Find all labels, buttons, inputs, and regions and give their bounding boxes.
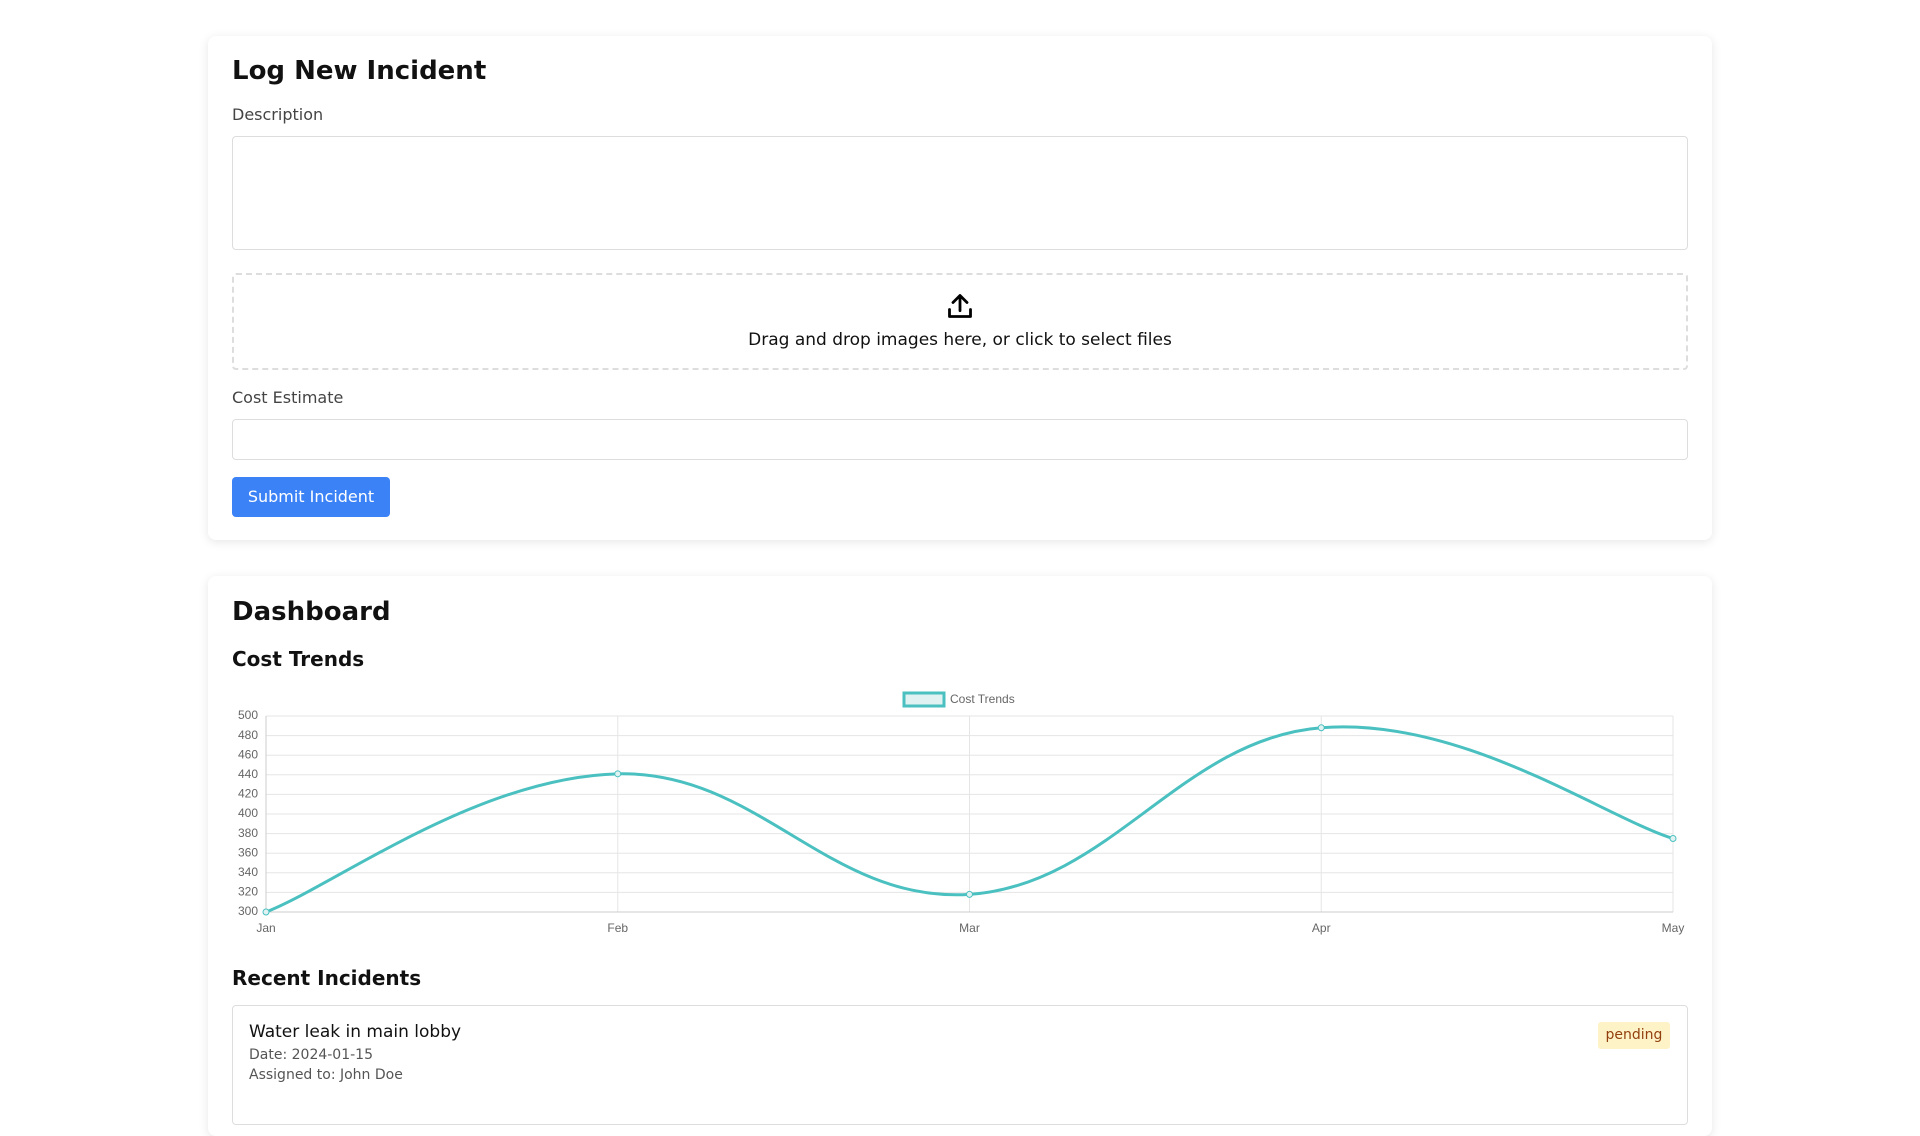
y-tick-label: 380: [238, 826, 258, 840]
x-tick-label: Jan: [256, 921, 275, 935]
upload-icon: [948, 294, 972, 318]
point: [1317, 724, 1325, 732]
y-tick-label: 480: [238, 728, 258, 742]
y-tick-label: 360: [238, 845, 258, 859]
x-tick-label: Feb: [607, 921, 628, 935]
dropzone[interactable]: [232, 273, 1688, 370]
status-badge: pending: [1598, 1022, 1670, 1049]
x-tick-label: Mar: [959, 921, 980, 935]
y-tick-label: 340: [238, 865, 258, 879]
incident-title: Water leak in main lobby: [249, 1022, 462, 1042]
x-tick-label: May: [1662, 921, 1685, 935]
chart-heading: Cost Trends: [232, 647, 365, 671]
y-tick-label: 400: [238, 806, 258, 820]
y-tick-label: 500: [238, 708, 258, 722]
point: [966, 890, 973, 898]
y-tick-label: 460: [238, 747, 258, 761]
point: [614, 770, 622, 778]
y-tick-label: 440: [238, 767, 258, 781]
point: [1669, 835, 1677, 842]
legend-label: Cost Trends: [950, 692, 1015, 706]
description-label: Description: [232, 105, 324, 124]
cost-label: Cost Estimate: [232, 388, 344, 407]
page: Log New Incident Description Drag and dr…: [232, 56, 1688, 1125]
x-tick-label: Apr: [1312, 921, 1331, 935]
recent-title: Recent Incidents: [232, 966, 422, 990]
description-textarea[interactable]: [232, 136, 1688, 250]
y-tick-label: 320: [238, 885, 258, 899]
form-title: Log New Incident: [232, 56, 487, 86]
submit-button[interactable]: Submit Incident: [232, 477, 390, 517]
point: [262, 908, 270, 916]
incident-assigned: Assigned to: John Doe: [249, 1067, 403, 1083]
legend-swatch: [902, 691, 946, 708]
incident-date: Date: 2024-01-15: [249, 1047, 373, 1063]
dashboard-title: Dashboard: [232, 597, 391, 627]
y-tick-label: 420: [238, 787, 258, 801]
cost-input[interactable]: [232, 419, 1688, 460]
dropzone-text: Drag and drop images here, or click to s…: [748, 330, 1172, 350]
y-tick-label: 300: [238, 904, 258, 918]
chart: 300 320 340 360 380 400 420 440 460 480 500 Jan Feb M…: [238, 691, 1685, 935]
